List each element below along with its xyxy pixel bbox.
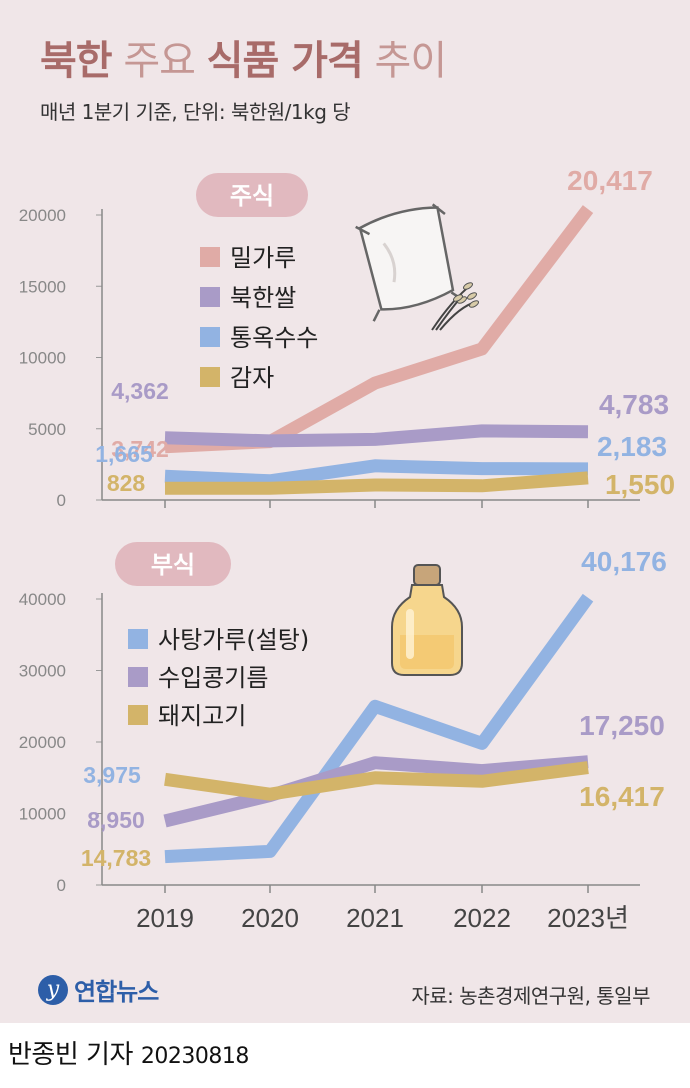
end-value-label: 17,250 (579, 710, 665, 741)
end-value-label: 2,183 (597, 431, 667, 462)
legend-label: 통옥수수 (230, 324, 318, 352)
start-value-label: 1,665 (95, 441, 153, 467)
y-tick-label: 0 (57, 876, 66, 895)
sack-corners (355, 203, 464, 322)
bottle-highlight (406, 609, 414, 659)
legend-swatch (128, 629, 148, 649)
source-note: 자료: 농촌경제연구원, 통일부 (411, 984, 650, 1008)
sack-body (358, 206, 455, 311)
section-badge-label: 주식 (230, 182, 274, 210)
legend-swatch (200, 287, 220, 307)
legend-swatch (200, 367, 220, 387)
legend-label: 사탕가루(설탕) (158, 626, 309, 654)
x-tick-label: 2019 (136, 903, 194, 933)
rice-grain (468, 300, 480, 308)
end-value-label: 16,417 (579, 781, 665, 812)
oil-bottle-icon (391, 564, 463, 676)
reporter-name: 반종빈 기자 (8, 1040, 133, 1070)
end-value-label: 1,550 (605, 469, 675, 500)
sack-fold (382, 242, 397, 283)
title-part2: 주요 (123, 38, 196, 84)
series-line (164, 424, 589, 448)
subtitle: 매년 1분기 기준, 단위: 북한원/1kg 당 (40, 100, 351, 124)
y-tick-label: 40000 (19, 590, 66, 609)
legend-label: 수입콩기름 (158, 664, 268, 692)
credit-line: 반종빈 기자 20230818 (8, 1034, 249, 1071)
x-tick-label: 2023년 (547, 903, 629, 933)
title-part1: 북한 (40, 38, 113, 84)
series-line (164, 761, 589, 801)
y-tick-label: 20000 (19, 206, 66, 225)
start-value-label: 14,783 (81, 845, 151, 871)
publisher-logo-icon: y (38, 974, 68, 1005)
legend-swatch (128, 705, 148, 725)
end-value-label: 4,783 (599, 389, 669, 420)
title-part4: 추이 (374, 38, 448, 84)
credit-date: 20230818 (140, 1044, 249, 1069)
section-badge (196, 173, 308, 217)
rice-grain (452, 294, 464, 302)
series-line (164, 593, 594, 864)
y-tick-label: 10000 (19, 805, 66, 824)
rice-sprig-icon (431, 282, 480, 331)
y-tick-label: 30000 (19, 662, 66, 681)
legend-swatch (200, 327, 220, 347)
y-tick-label: 10000 (19, 349, 66, 368)
legend-swatch (200, 247, 220, 267)
series-line (165, 471, 589, 495)
x-tick-label: 2021 (346, 903, 404, 933)
start-value-label: 3,742 (111, 436, 169, 462)
end-value-label: 20,417 (567, 165, 653, 196)
start-value-label: 4,362 (111, 378, 169, 404)
publisher-logo-text: 연합뉴스 (74, 978, 159, 1006)
series-line (163, 755, 589, 828)
x-tick-label: 2022 (453, 903, 511, 933)
legend-label: 돼지고기 (158, 702, 246, 730)
y-tick-label: 20000 (19, 733, 66, 752)
start-value-label: 8,950 (87, 807, 145, 833)
y-tick-label: 5000 (28, 420, 66, 439)
start-value-label: 3,975 (83, 762, 141, 788)
y-tick-label: 0 (57, 491, 66, 510)
end-value-label: 40,176 (581, 546, 667, 577)
series-line (164, 459, 589, 488)
legend-label: 북한쌀 (230, 284, 296, 312)
y-tick-label: 15000 (19, 277, 66, 296)
flour-sack-icon (355, 203, 464, 322)
section-badge-label: 부식 (151, 551, 195, 579)
rice-grain (466, 292, 478, 300)
page-title: 북한 주요 식품 가격 추이 (40, 28, 448, 86)
side-food-chart: 0 10000 20000 30000 40000 2019 2020 2021 2022 202… (19, 542, 667, 933)
legend-label: 밀가루 (230, 244, 296, 272)
legend-swatch (128, 667, 148, 687)
start-value-label: 828 (107, 470, 146, 496)
legend-label: 감자 (230, 364, 274, 392)
title-part3: 식품 가격 (206, 38, 364, 84)
rice-grain (462, 282, 474, 290)
publisher-logo: y 연합뉴스 (38, 972, 159, 1007)
bottle-cork (413, 564, 441, 586)
section-badge (115, 542, 231, 586)
footer-bar (0, 1023, 690, 1088)
x-tick-label: 2020 (241, 903, 299, 933)
